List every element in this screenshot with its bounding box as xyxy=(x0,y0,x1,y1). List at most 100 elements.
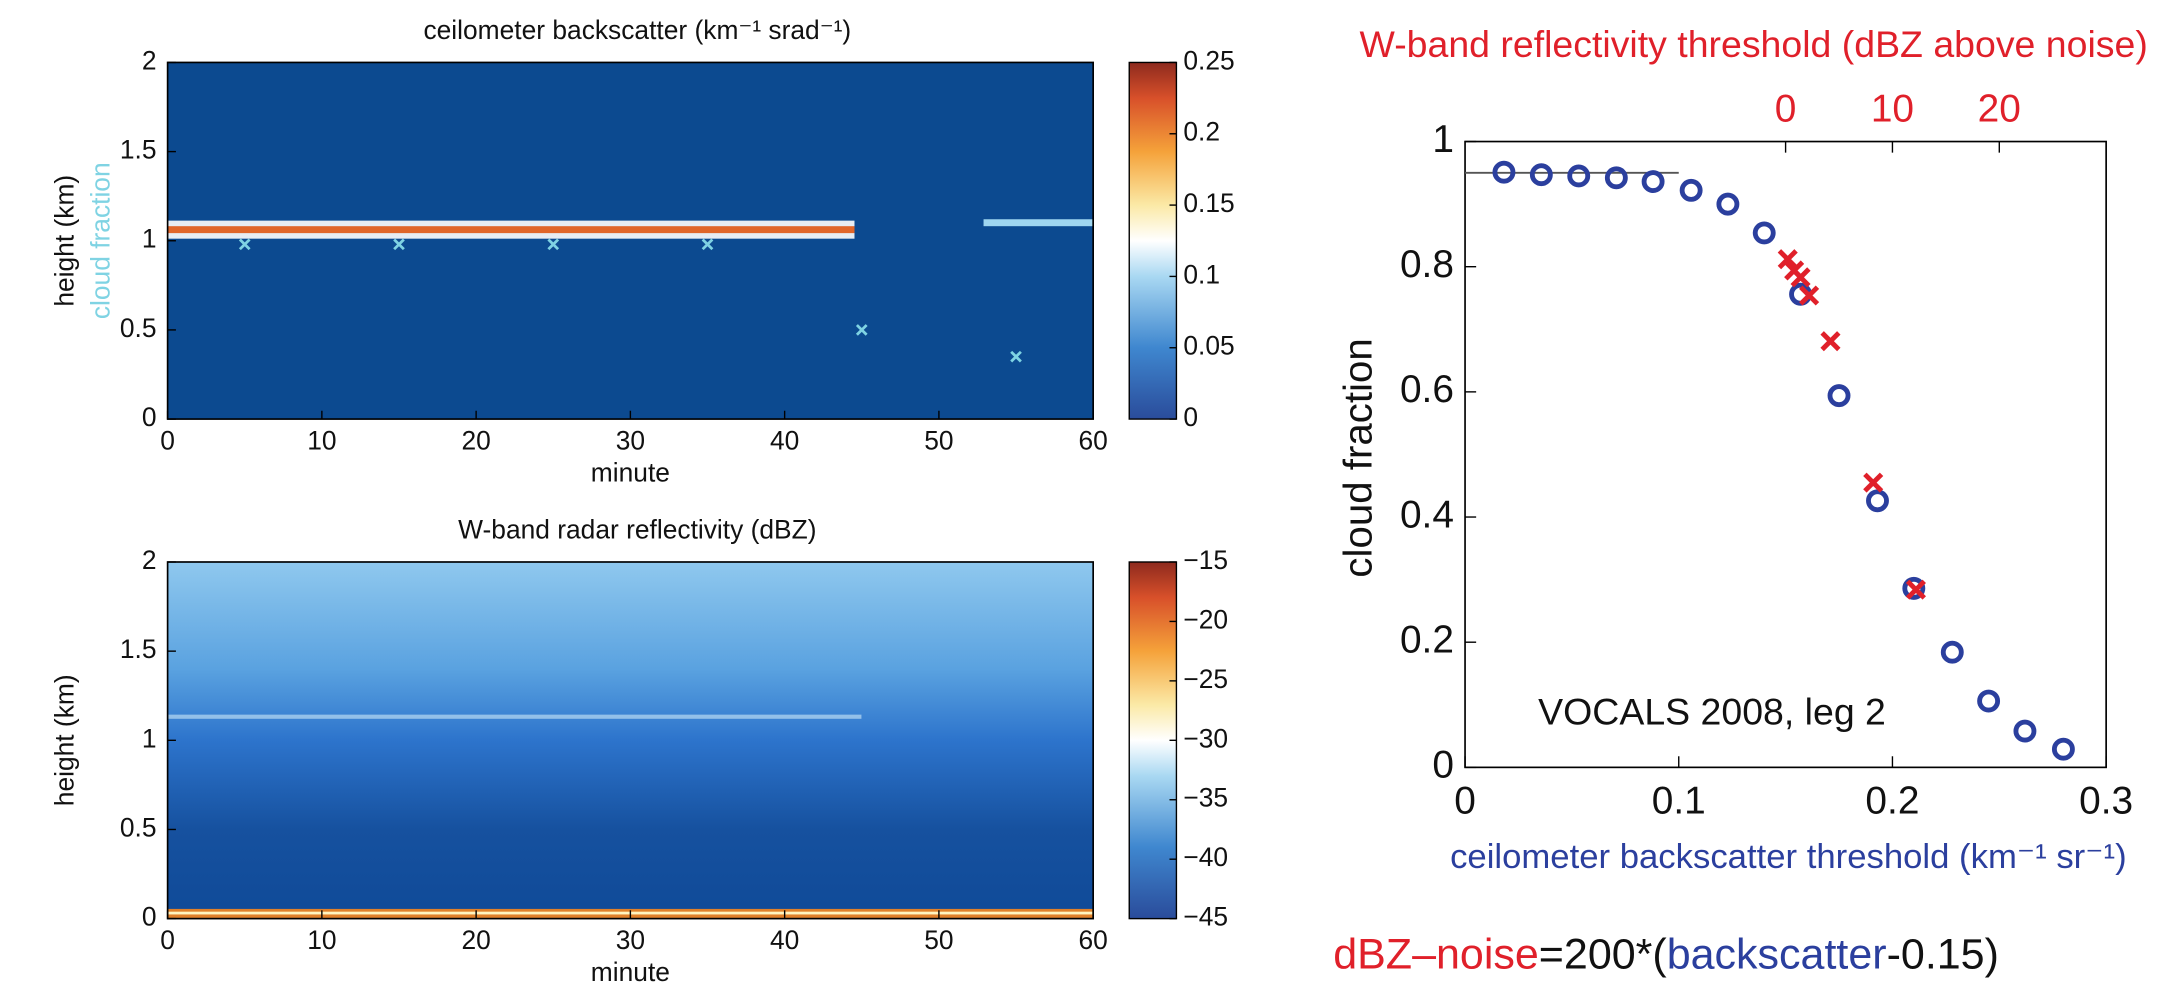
y-tick-label: 1.5 xyxy=(120,634,157,664)
equation-part: dBZ–noise xyxy=(1333,931,1539,979)
colorbar-tick-label: 0.2 xyxy=(1183,117,1220,147)
circle-marker xyxy=(1902,576,1926,600)
circle-marker xyxy=(1492,160,1516,184)
cloud-fraction-marker xyxy=(855,324,868,336)
circle-marker xyxy=(2051,737,2075,761)
x-tick-label: 0 xyxy=(1454,780,1476,823)
y-tick-label: 0.8 xyxy=(1400,243,1454,286)
colorbar xyxy=(1128,561,1178,920)
equation: dBZ–noise=200*(backscatter-0.15) xyxy=(1333,931,1999,979)
colorbar-tick-label: 0.15 xyxy=(1183,188,1234,218)
x-axis-label: minute xyxy=(591,458,670,488)
y-axis-label: height (km) xyxy=(49,175,79,307)
cloud-fraction-marker xyxy=(547,238,560,251)
y-tick-label: 1 xyxy=(142,224,157,254)
y-tick-label: 2 xyxy=(142,45,157,75)
y-tick-label: 0 xyxy=(142,402,157,432)
chart-title: W-band radar reflectivity (dBZ) xyxy=(458,514,816,544)
x2-tick-label: 0 xyxy=(1775,87,1797,130)
y-tick-label: 0.5 xyxy=(120,313,157,343)
x-tick-label: 50 xyxy=(924,925,953,955)
colorbar-tick-label: −35 xyxy=(1183,783,1228,813)
y-tick-label: 0 xyxy=(142,902,157,932)
y-tick-label: 1 xyxy=(142,723,157,753)
x2-tick-label: 20 xyxy=(1978,87,2021,130)
x-tick-label: 0.1 xyxy=(1652,780,1706,823)
y-axis-label: cloud fraction xyxy=(1336,338,1381,577)
circle-marker xyxy=(1679,178,1703,202)
x-tick-label: 40 xyxy=(770,426,799,456)
colorbar-tick-label: 0.1 xyxy=(1183,259,1220,289)
annotation: VOCALS 2008, leg 2 xyxy=(1538,691,1886,733)
y-axis-label: height (km) xyxy=(49,674,79,806)
circle-marker xyxy=(1529,163,1553,187)
y-tick-label: 2 xyxy=(142,545,157,575)
cross-marker xyxy=(1863,472,1884,493)
colorbar-tick-label: 0.25 xyxy=(1183,45,1234,75)
x-tick-label: 20 xyxy=(461,426,490,456)
circle-marker xyxy=(1567,164,1591,188)
cross-marker xyxy=(1799,285,1820,306)
y-tick-label: 1.5 xyxy=(120,135,157,165)
x-tick-label: 0 xyxy=(160,925,175,955)
chart-title: ceilometer backscatter (km⁻¹ srad⁻¹) xyxy=(423,15,851,45)
x-tick-label: 40 xyxy=(770,925,799,955)
heatmap-image xyxy=(167,561,1094,919)
x-axis-label: ceilometer backscatter threshold (km⁻¹ s… xyxy=(1450,838,2127,876)
colorbar-tick-label: −20 xyxy=(1183,604,1228,634)
y-tick-label: 0 xyxy=(1432,744,1454,787)
x-tick-label: 0.3 xyxy=(2079,780,2133,823)
circle-marker xyxy=(1977,689,2001,713)
series-label: cloud fraction xyxy=(85,162,115,319)
colorbar xyxy=(1128,61,1178,420)
heatmap-image xyxy=(167,62,1094,420)
x-tick-label: 10 xyxy=(307,426,336,456)
cross-marker xyxy=(1905,579,1926,600)
circle-marker xyxy=(1940,640,1964,664)
colorbar-tick-label: −45 xyxy=(1183,902,1228,932)
x-tick-label: 60 xyxy=(1078,925,1107,955)
colorbar-tick-label: −30 xyxy=(1183,723,1228,753)
circle-marker xyxy=(2013,719,2037,743)
circle-marker xyxy=(1827,384,1851,408)
chart-title: W-band reflectivity threshold (dBZ above… xyxy=(1360,23,2148,65)
circle-marker xyxy=(1641,170,1665,194)
x-tick-label: 30 xyxy=(616,426,645,456)
colorbar-tick-label: 0 xyxy=(1183,402,1198,432)
colorbar-tick-label: −25 xyxy=(1183,664,1228,694)
equation-part: -0.15) xyxy=(1887,931,1999,979)
x-tick-label: 0.2 xyxy=(1865,780,1919,823)
colorbar-tick-label: 0.05 xyxy=(1183,331,1234,361)
x-tick-label: 60 xyxy=(1078,426,1107,456)
y-tick-label: 1 xyxy=(1432,118,1454,161)
colorbar-tick-label: −15 xyxy=(1183,545,1228,575)
equation-part: backscatter xyxy=(1667,931,1887,979)
x2-tick-label: 10 xyxy=(1871,87,1914,130)
x-tick-label: 0 xyxy=(160,426,175,456)
circle-marker xyxy=(1866,489,1889,513)
x-tick-label: 20 xyxy=(461,925,490,955)
cloud-fraction-marker xyxy=(238,238,251,251)
circle-marker xyxy=(1752,221,1776,245)
cross-marker xyxy=(1777,249,1798,270)
x-tick-label: 30 xyxy=(616,925,645,955)
y-tick-label: 0.6 xyxy=(1400,368,1454,411)
cross-marker xyxy=(1820,331,1841,352)
colorbar-tick-label: −40 xyxy=(1183,842,1228,872)
x-tick-label: 50 xyxy=(924,426,953,456)
y-tick-label: 0.2 xyxy=(1400,618,1454,661)
y-tick-label: 0.5 xyxy=(120,812,157,842)
cloud-fraction-marker xyxy=(393,238,405,251)
cloud-fraction-marker xyxy=(1010,350,1022,363)
x-axis-label: minute xyxy=(591,957,670,987)
axes-frame xyxy=(1464,140,2107,769)
circle-marker xyxy=(1604,166,1628,190)
y-tick-label: 0.4 xyxy=(1400,493,1454,536)
equation-part: =200*( xyxy=(1539,931,1668,979)
cloud-fraction-marker xyxy=(701,238,714,251)
circle-marker xyxy=(1716,192,1740,216)
x-tick-label: 10 xyxy=(307,925,336,955)
cross-marker xyxy=(1790,267,1811,288)
